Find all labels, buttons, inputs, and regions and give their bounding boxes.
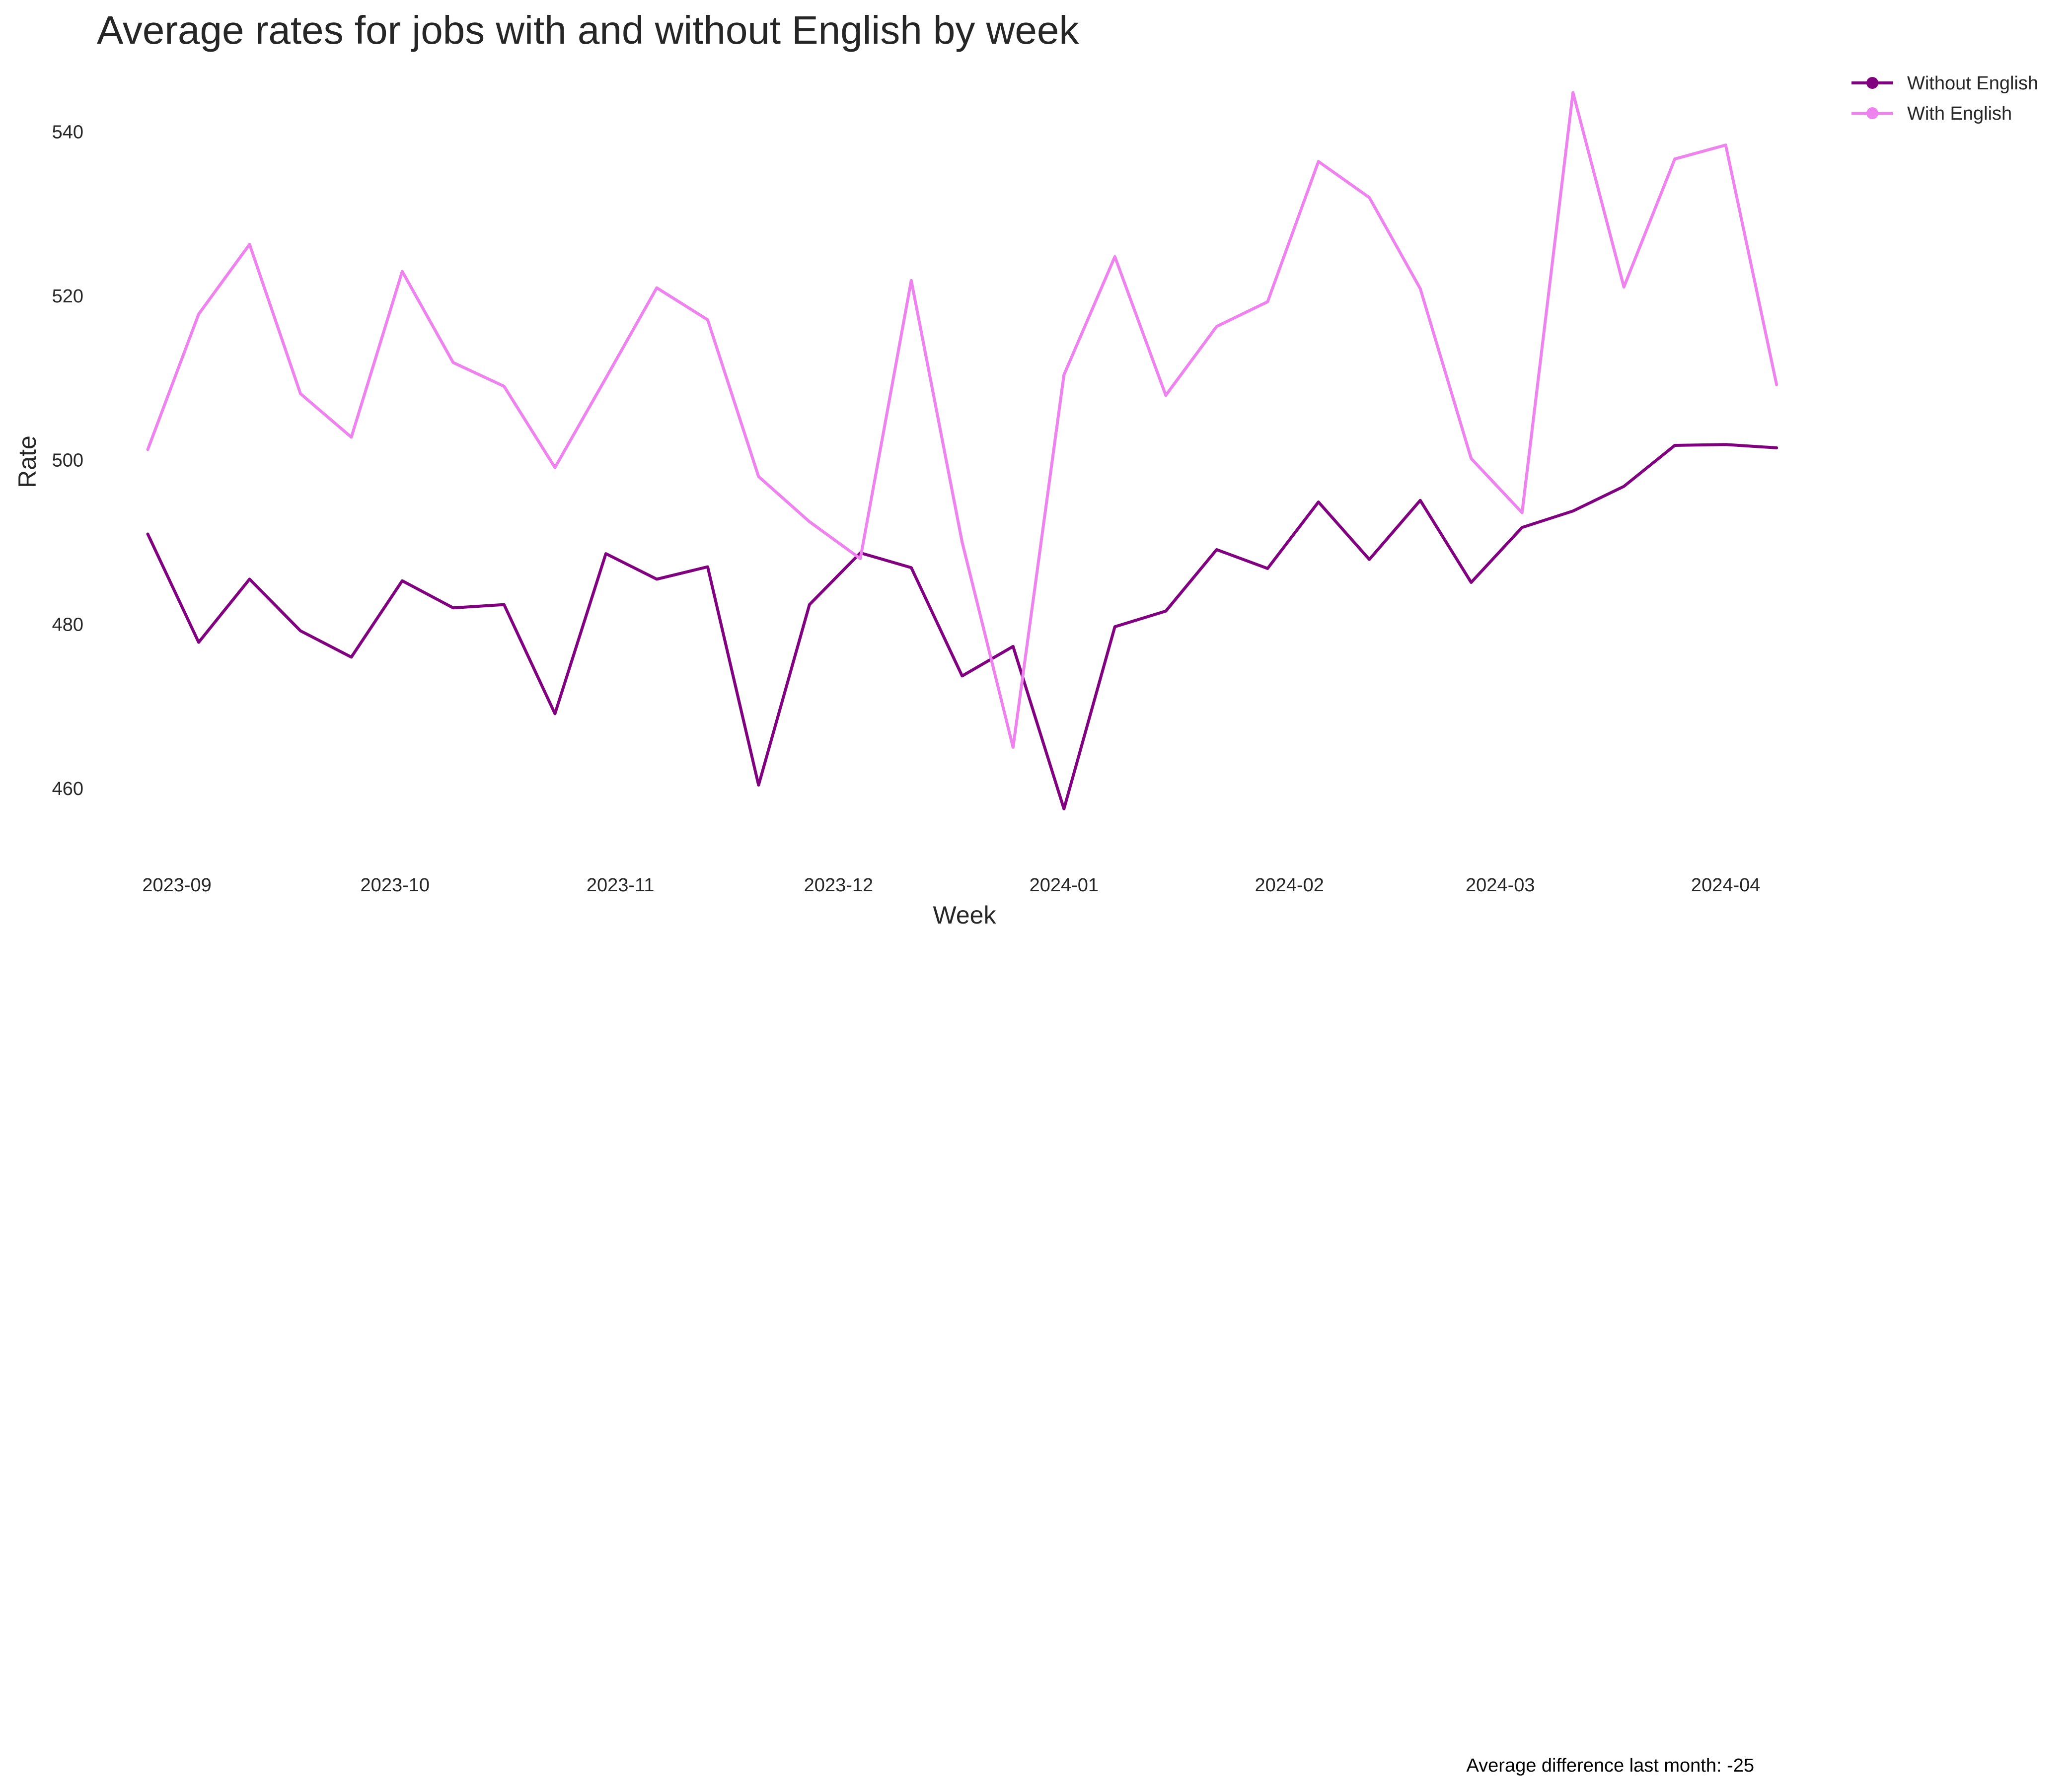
x-tick-label-2024-02: 2024-02 (1255, 875, 1324, 896)
legend-item-with-english: With English (1851, 103, 2012, 124)
legend-marker-with-english (1866, 107, 1878, 119)
x-tick-label-2023-10: 2023-10 (361, 875, 430, 896)
x-tick-label-2024-03: 2024-03 (1466, 875, 1535, 896)
series-line-without-english (146, 443, 1778, 811)
y-tick-label-540: 540 (52, 122, 83, 143)
x-tick-label-2023-12: 2023-12 (804, 875, 873, 896)
x-tick-label-2024-04: 2024-04 (1691, 875, 1760, 896)
y-tick-label-500: 500 (52, 450, 83, 471)
average-difference-annotation: Average difference last month: -25 (1467, 1755, 1755, 1776)
x-axis-label: Week (933, 901, 997, 929)
series-lines (146, 91, 1778, 811)
x-tick-label-2023-09: 2023-09 (142, 875, 211, 896)
series-line-with-english (146, 91, 1778, 749)
legend-marker-without-english (1866, 77, 1878, 89)
legend-item-without-english: Without English (1851, 73, 2038, 94)
x-tick-label-2024-01: 2024-01 (1030, 875, 1099, 896)
x-tick-label-2023-11: 2023-11 (587, 875, 655, 896)
x-axis-ticks: 2023-09 2023-10 2023-11 2023-12 2024-01 2024-… (142, 875, 1760, 896)
y-axis-label: Rate (13, 435, 41, 488)
y-tick-label-480: 480 (52, 614, 83, 635)
chart-title: Average rates for jobs with and without … (97, 8, 1079, 52)
y-tick-label-520: 520 (52, 286, 83, 307)
legend-label-without-english: Without English (1907, 73, 2038, 94)
legend: Without English With English (1851, 73, 2038, 124)
y-axis-ticks: 460 480 500 520 540 (52, 122, 83, 799)
y-tick-label-460: 460 (52, 779, 83, 799)
legend-label-with-english: With English (1907, 103, 2012, 124)
